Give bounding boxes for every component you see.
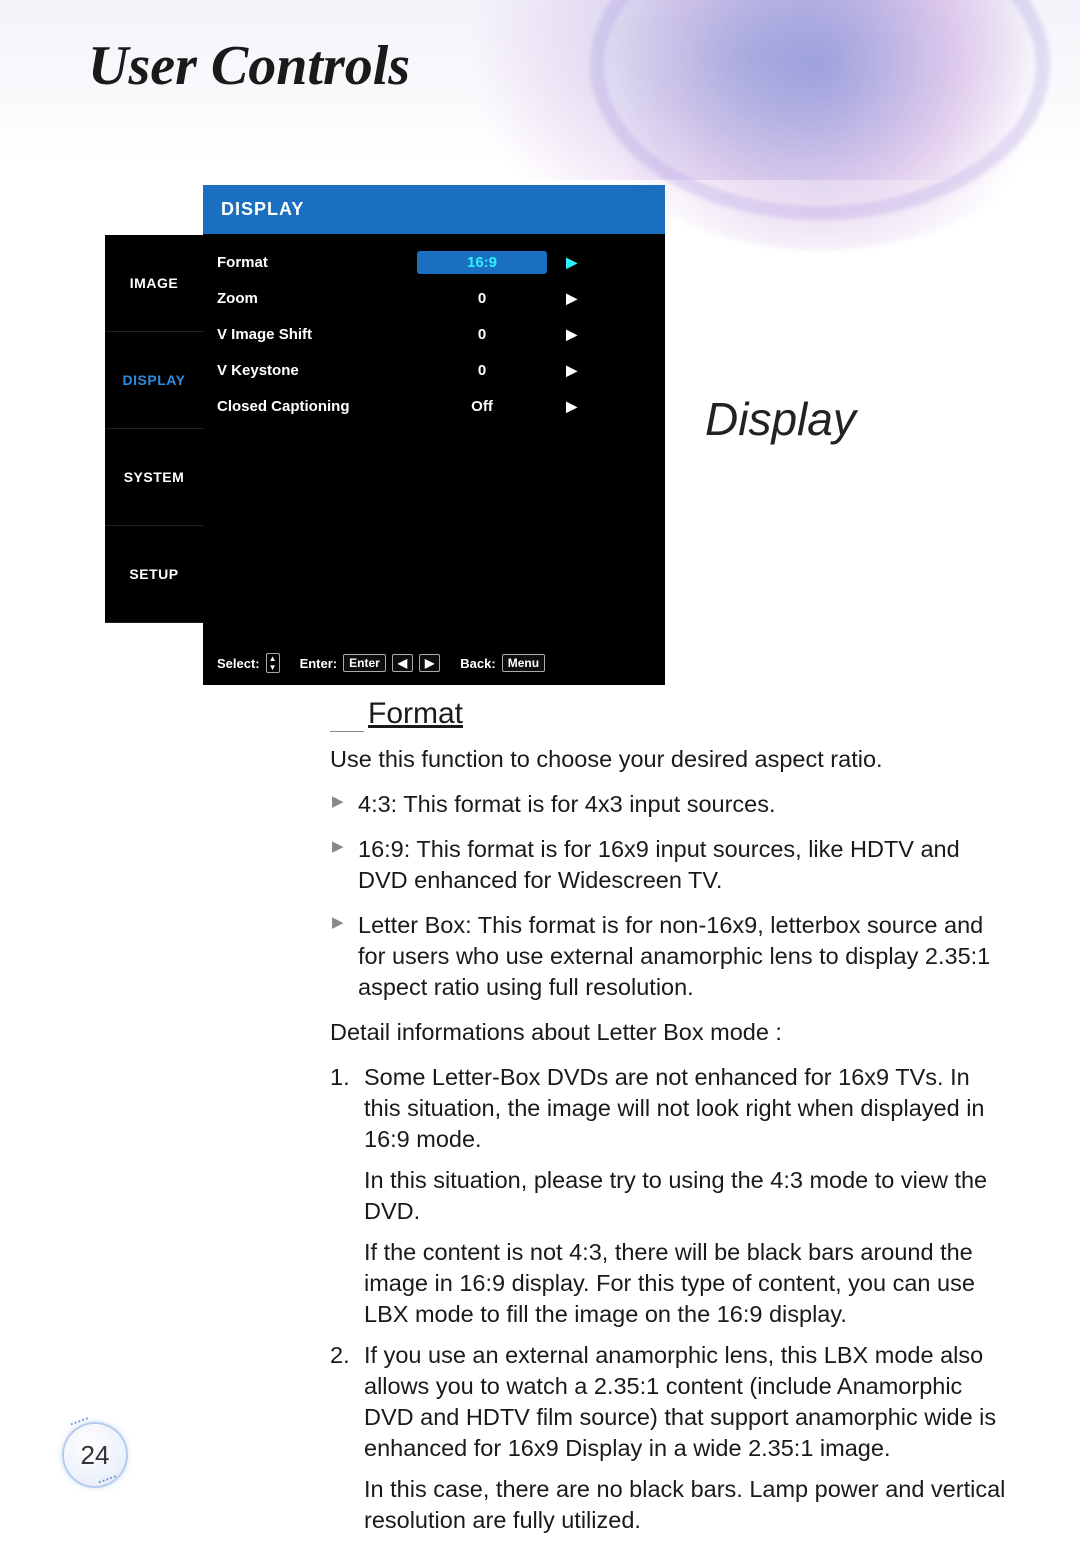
numbered-lead: If you use an external anamorphic lens, … — [364, 1342, 996, 1461]
content-subheading: Format — [330, 694, 1010, 734]
osd-main-panel: DISPLAY Format 16:9 ▶ Zoom 0 ▶ V Image S… — [203, 185, 665, 685]
bullet-item: Letter Box: This format is for non-16x9,… — [330, 910, 1010, 1003]
osd-row-vkeystone[interactable]: V Keystone 0 ▶ — [217, 352, 651, 388]
chevron-right-icon: ▶ — [547, 398, 577, 415]
osd-tab-system[interactable]: SYSTEM — [105, 429, 203, 526]
enter-key-icon: Enter — [343, 654, 386, 672]
osd-tab-setup[interactable]: SETUP — [105, 526, 203, 623]
osd-row-label: Zoom — [217, 290, 417, 307]
numbered-marker: 2. — [330, 1340, 350, 1371]
numbered-lead: Some Letter-Box DVDs are not enhanced fo… — [364, 1064, 984, 1152]
osd-footer: Select: ▲▼ Enter: Enter ◀ ▶ Back: Menu — [217, 653, 651, 673]
osd-menu-screenshot: IMAGE DISPLAY SYSTEM SETUP DISPLAY Forma… — [105, 185, 665, 685]
numbered-item: 2. If you use an external anamorphic len… — [330, 1340, 1010, 1464]
osd-row-value: Off — [417, 398, 547, 415]
osd-footer-select-label: Select: — [217, 656, 260, 671]
osd-row-format[interactable]: Format 16:9 ▶ — [217, 244, 651, 280]
numbered-item: 1. Some Letter-Box DVDs are not enhanced… — [330, 1062, 1010, 1155]
page-title-text: User Controls — [88, 35, 410, 97]
osd-footer-back-label: Back: — [460, 656, 495, 671]
osd-row-label: V Image Shift — [217, 326, 417, 343]
osd-body: Format 16:9 ▶ Zoom 0 ▶ V Image Shift 0 ▶… — [203, 234, 665, 428]
page-number: 24 — [81, 1440, 110, 1471]
page-title: User Controls — [88, 34, 410, 98]
osd-row-zoom[interactable]: Zoom 0 ▶ — [217, 280, 651, 316]
content-intro: Use this function to choose your desired… — [330, 744, 1010, 775]
chevron-right-icon: ▶ — [547, 326, 577, 343]
chevron-right-icon: ▶ — [547, 290, 577, 307]
numbered-sub: If the content is not 4:3, there will be… — [330, 1237, 1010, 1330]
osd-row-value: 16:9 — [417, 251, 547, 274]
content-detail-intro: Detail informations about Letter Box mod… — [330, 1017, 1010, 1048]
bullet-item: 16:9: This format is for 16x9 input sour… — [330, 834, 1010, 896]
chevron-right-icon: ▶ — [547, 254, 577, 271]
osd-row-label: Closed Captioning — [217, 398, 417, 415]
bullet-item: 4:3: This format is for 4x3 input source… — [330, 789, 1010, 820]
page-number-badge: 24 — [64, 1424, 126, 1486]
osd-row-label: V Keystone — [217, 362, 417, 379]
osd-footer-enter-label: Enter: — [300, 656, 338, 671]
osd-row-value: 0 — [417, 290, 547, 307]
osd-row-value: 0 — [417, 326, 547, 343]
menu-key-icon: Menu — [502, 654, 545, 672]
content-body: Format Use this function to choose your … — [330, 694, 1010, 1546]
numbered-sub: In this case, there are no black bars. L… — [330, 1474, 1010, 1536]
osd-tab-image[interactable]: IMAGE — [105, 235, 203, 332]
section-title: Display — [705, 392, 856, 446]
osd-header: DISPLAY — [203, 185, 665, 234]
updown-icon: ▲▼ — [266, 653, 280, 673]
right-key-icon: ▶ — [419, 654, 440, 672]
osd-row-value: 0 — [417, 362, 547, 379]
osd-sidebar: IMAGE DISPLAY SYSTEM SETUP — [105, 235, 203, 623]
numbered-marker: 1. — [330, 1062, 350, 1093]
osd-row-closedcaptioning[interactable]: Closed Captioning Off ▶ — [217, 388, 651, 424]
osd-tab-display[interactable]: DISPLAY — [105, 332, 203, 429]
left-key-icon: ◀ — [392, 654, 413, 672]
numbered-sub: In this situation, please try to using t… — [330, 1165, 1010, 1227]
osd-row-vimageshift[interactable]: V Image Shift 0 ▶ — [217, 316, 651, 352]
chevron-right-icon: ▶ — [547, 362, 577, 379]
osd-row-label: Format — [217, 254, 417, 271]
